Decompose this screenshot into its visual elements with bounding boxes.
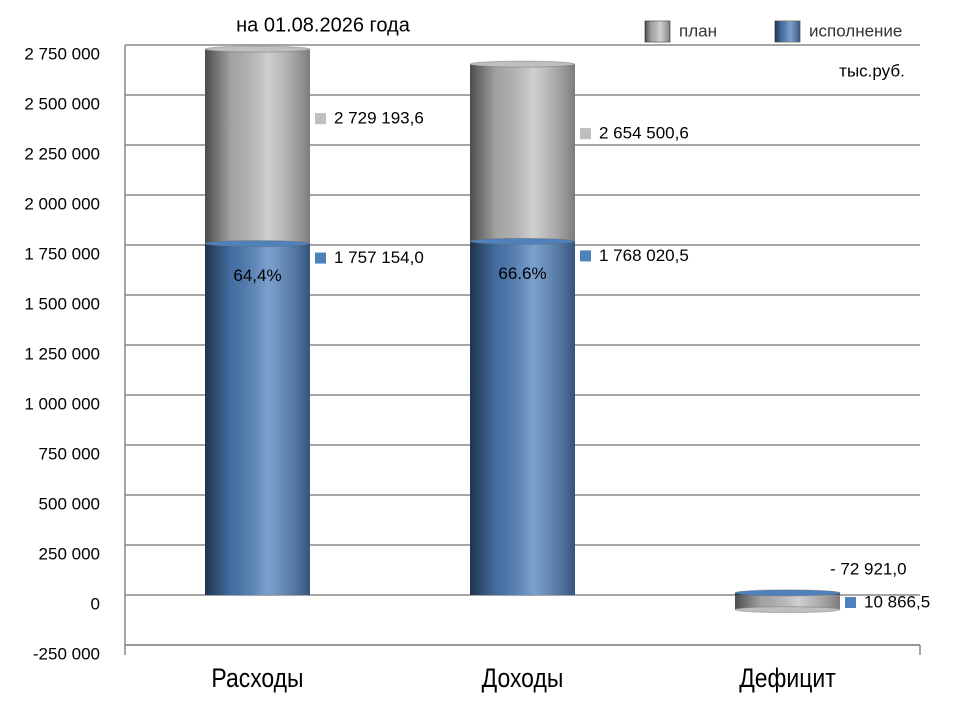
value-label: 10 866,5 bbox=[864, 592, 930, 611]
legend-swatch-shade bbox=[775, 21, 800, 42]
legend: план исполнение bbox=[644, 20, 902, 43]
y-tick-label: 2 000 000 bbox=[24, 194, 100, 213]
value-label: 1 757 154,0 bbox=[334, 248, 424, 267]
x-tick-label: Доходы bbox=[482, 663, 564, 693]
percent-label: 66.6% bbox=[498, 264, 546, 283]
y-tick-label: 2 750 000 bbox=[24, 44, 100, 63]
x-tick-label: Дефицит bbox=[739, 663, 836, 693]
label-marker bbox=[580, 250, 591, 262]
y-tick-label: 2 500 000 bbox=[24, 94, 100, 113]
y-tick-label: 500 000 bbox=[39, 494, 100, 513]
bar-cap bbox=[469, 60, 576, 68]
bar-cap bbox=[469, 237, 576, 245]
percent-label: 64,4% bbox=[233, 266, 281, 285]
y-tick-label: 0 bbox=[91, 594, 100, 613]
unit-label: тыс.руб. bbox=[839, 61, 905, 80]
label-marker bbox=[580, 128, 591, 140]
y-tick-label: 1 750 000 bbox=[24, 244, 100, 263]
y-tick-label: 250 000 bbox=[39, 544, 100, 563]
label-marker bbox=[845, 597, 856, 608]
value-label: 1 768 020,5 bbox=[599, 246, 689, 265]
y-tick-label: -250 000 bbox=[33, 644, 100, 663]
y-tick-label: 1 250 000 bbox=[24, 344, 100, 363]
label-marker bbox=[315, 252, 326, 264]
value-label: 2 729 193,6 bbox=[334, 109, 424, 128]
bar-cap bbox=[204, 240, 311, 248]
legend-label: план bbox=[679, 21, 717, 40]
value-label: - 72 921,0 bbox=[830, 559, 907, 578]
bar-shading bbox=[735, 595, 840, 610]
bar-cap bbox=[734, 589, 841, 597]
x-tick-label: Расходы bbox=[211, 663, 303, 693]
legend-label: исполнение bbox=[809, 21, 902, 40]
value-label: 2 654 500,6 bbox=[599, 124, 689, 143]
y-tick-label: 1 500 000 bbox=[24, 294, 100, 313]
bar-shading bbox=[470, 241, 575, 595]
bar-cap bbox=[734, 606, 841, 614]
y-tick-label: 750 000 bbox=[39, 444, 100, 463]
chart-title: на 01.08.2026 года bbox=[236, 14, 411, 36]
bar-shading bbox=[205, 243, 310, 595]
y-tick-label: 1 000 000 bbox=[24, 394, 100, 413]
bar-cap bbox=[204, 45, 311, 53]
label-marker bbox=[315, 113, 326, 125]
legend-swatch-shade bbox=[645, 21, 670, 42]
y-tick-label: 2 250 000 bbox=[24, 144, 100, 163]
